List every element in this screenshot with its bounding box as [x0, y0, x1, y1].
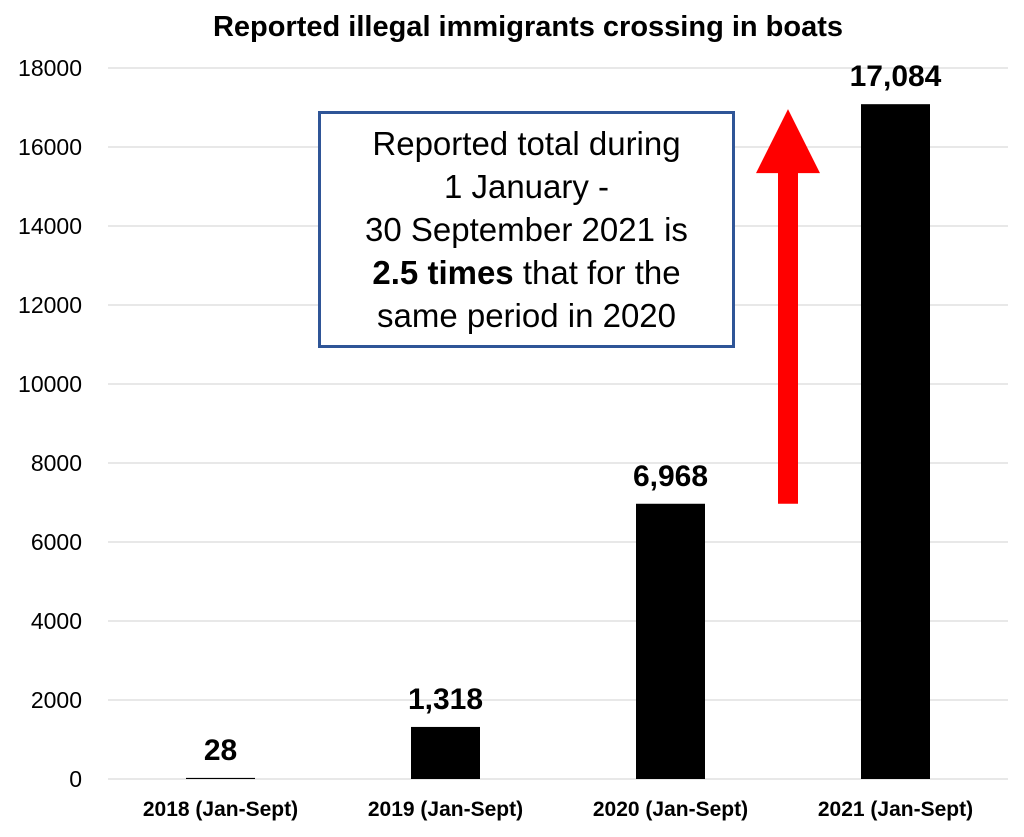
annotation-line-4: 2.5 times that for the: [372, 251, 680, 294]
y-tick-label: 6000: [31, 529, 82, 555]
data-labels: 28 1,318 6,968 17,084: [204, 60, 942, 767]
annotation-line-3: 30 September 2021 is: [365, 211, 688, 248]
x-axis-ticks: 2018 (Jan-Sept) 2019 (Jan-Sept) 2020 (Jan-…: [143, 798, 973, 821]
y-tick-label: 16000: [18, 134, 82, 160]
x-tick-label: 2021 (Jan-Sept): [818, 798, 973, 821]
y-tick-label: 10000: [18, 371, 82, 397]
y-axis-ticks: 0 2000 4000 6000 8000 10000 12000 14000 16000 180…: [18, 55, 82, 792]
data-label: 6,968: [633, 460, 708, 493]
annotation-line-4-rest: that for the: [513, 254, 681, 291]
chart-title: Reported illegal immigrants crossing in …: [213, 11, 843, 43]
bars: [186, 104, 930, 779]
data-label: 1,318: [408, 683, 483, 716]
y-tick-label: 18000: [18, 55, 82, 81]
y-tick-label: 4000: [31, 608, 82, 634]
bar: [861, 104, 930, 779]
y-tick-label: 8000: [31, 450, 82, 476]
annotation-line-5: same period in 2020: [376, 297, 677, 334]
arrow-shape: [756, 109, 820, 504]
y-tick-label: 14000: [18, 213, 82, 239]
bar: [186, 777, 255, 779]
annotation-box: Reported total during 1 January - 30 Sep…: [318, 111, 735, 348]
bar: [411, 726, 480, 779]
x-tick-label: 2019 (Jan-Sept): [368, 798, 523, 821]
data-label: 17,084: [850, 60, 942, 93]
x-tick-label: 2018 (Jan-Sept): [143, 798, 298, 821]
bar: [636, 503, 705, 779]
y-tick-label: 2000: [31, 687, 82, 713]
annotation-line-1: Reported total during: [372, 125, 681, 162]
annotation-line-2: 1 January -: [443, 168, 610, 205]
increase-arrow: [756, 109, 820, 504]
gridlines: [108, 67, 1008, 780]
y-tick-label: 0: [69, 766, 82, 792]
annotation-emphasis: 2.5 times: [372, 254, 514, 291]
y-tick-label: 12000: [18, 292, 82, 318]
x-tick-label: 2020 (Jan-Sept): [593, 798, 748, 821]
data-label: 28: [204, 734, 237, 767]
